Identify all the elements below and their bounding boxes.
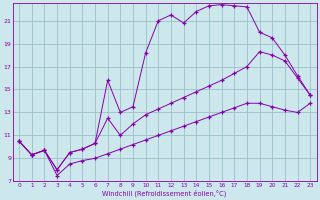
X-axis label: Windchill (Refroidissement éolien,°C): Windchill (Refroidissement éolien,°C) (102, 189, 227, 197)
